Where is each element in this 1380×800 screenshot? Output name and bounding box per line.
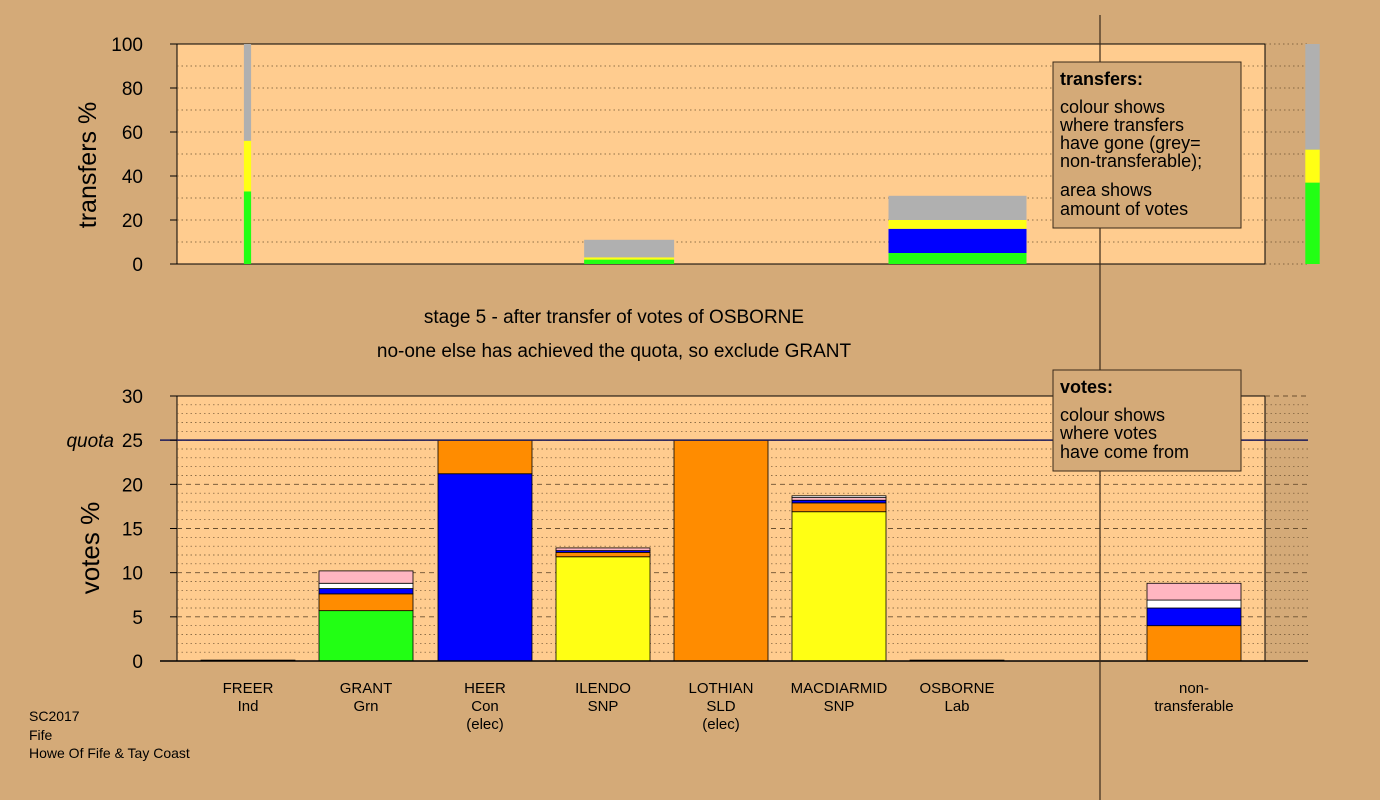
vote-segment [437,439,533,475]
footer-election: SC2017 [29,708,80,724]
vote-segment [791,511,887,662]
votes-tick-label: 10 [122,564,143,585]
transfers-tick-label: 60 [122,123,143,144]
transfer-segment [888,195,1027,220]
legend-transfers-line: colour shows [1060,97,1165,117]
legend-transfers-line: non-transferable); [1060,151,1202,171]
legend-transfers-line: area shows [1060,180,1152,200]
transfer-segment [1305,182,1320,264]
footer: SC2017 Fife Howe Of Fife & Tay Coast [29,708,190,761]
votes-grid [177,395,1308,653]
transfer-segment [584,257,675,260]
transfers-tick-label: 20 [122,211,143,232]
vote-segment [555,551,651,558]
vote-segment [318,570,414,584]
candidate-label: SLD [706,698,735,715]
transfer-segment [584,259,675,264]
votes-tick-label: 20 [122,475,143,496]
transfers-bars [243,44,1320,264]
vote-segment [318,593,414,612]
vote-segment [791,495,887,498]
legend-votes-line: colour shows [1060,405,1165,425]
legend-transfers-line: have gone (grey= [1060,133,1201,153]
vote-segment [318,588,414,595]
vote-segment [1146,625,1242,662]
legend-votes-line: have come from [1060,442,1189,462]
legend-transfers-line: where transfers [1059,115,1184,135]
transfer-segment [1305,44,1320,150]
vote-segment [555,547,651,551]
candidate-label: Grn [353,698,378,715]
vote-segment [1146,607,1242,627]
footer-region: Fife [29,727,53,743]
candidate-label: Con [471,698,499,715]
footer-constituency: Howe Of Fife & Tay Coast [29,745,190,761]
votes-y-axis-label: votes % [75,502,105,595]
candidate-label: MACDIARMID [791,680,888,697]
vote-segment [1146,582,1242,601]
transfers-tick-label: 0 [132,255,143,276]
transfer-segment [243,140,252,192]
transfer-segment [888,228,1027,253]
candidate-label: ILENDO [575,680,631,697]
legend-transfers-line: amount of votes [1060,199,1188,219]
transfer-segment [243,191,252,264]
candidate-label: HEER [464,680,506,697]
candidate-label: SNP [588,698,619,715]
candidate-label: non- [1179,680,1209,697]
votes-tick-label: 0 [132,652,143,673]
transfer-segment [888,220,1027,229]
transfers-tick-label: 80 [122,79,143,100]
vote-segment [555,556,651,662]
transfers-y-ticks: 0 20 40 60 80 100 [111,35,177,276]
transfer-segment [888,253,1027,264]
vote-segment [318,610,414,662]
transfer-segment [584,239,675,258]
candidate-label: Ind [238,698,259,715]
quota-label: quota [66,431,114,452]
transfer-segment [1305,149,1320,183]
legend-transfers-title: transfers: [1060,69,1143,89]
vote-segment [673,439,769,662]
votes-x-labels: FREERIndGRANTGrnHEERCon(elec)ILENDOSNPLO… [223,680,1234,733]
votes-tick-label: 30 [122,387,143,408]
vote-segment [791,502,887,513]
transfers-y-axis-label: transfers % [74,102,102,228]
votes-tick-label: 25 [122,431,143,452]
stage-heading: stage 5 - after transfer of votes of OSB… [424,307,804,328]
status-heading: no-one else has achieved the quota, so e… [377,341,852,362]
legend-transfers: transfers: colour shows where transfers … [1052,61,1242,229]
vote-segment [318,582,414,589]
candidate-label: transferable [1154,698,1233,715]
transfers-tick-label: 40 [122,167,143,188]
votes-tick-label: 5 [132,608,143,629]
candidate-label: (elec) [702,716,740,733]
votes-y-ticks: 0 5 10 15 20 25 30 [122,387,177,673]
candidate-label: GRANT [340,680,393,697]
legend-votes: votes: colour shows where votes have com… [1052,369,1242,472]
candidate-label: OSBORNE [919,680,994,697]
legend-votes-line: where votes [1059,423,1157,443]
candidate-label: LOTHIAN [688,680,753,697]
transfer-segment [243,44,252,141]
transfers-tick-label: 100 [111,35,143,56]
vote-segment [1146,599,1242,609]
candidate-label: (elec) [466,716,504,733]
votes-bars [200,439,1242,662]
candidate-label: Lab [944,698,969,715]
legend-votes-title: votes: [1060,377,1113,397]
votes-tick-label: 15 [122,520,143,541]
candidate-label: SNP [824,698,855,715]
vote-segment [437,473,533,662]
candidate-label: FREER [223,680,274,697]
